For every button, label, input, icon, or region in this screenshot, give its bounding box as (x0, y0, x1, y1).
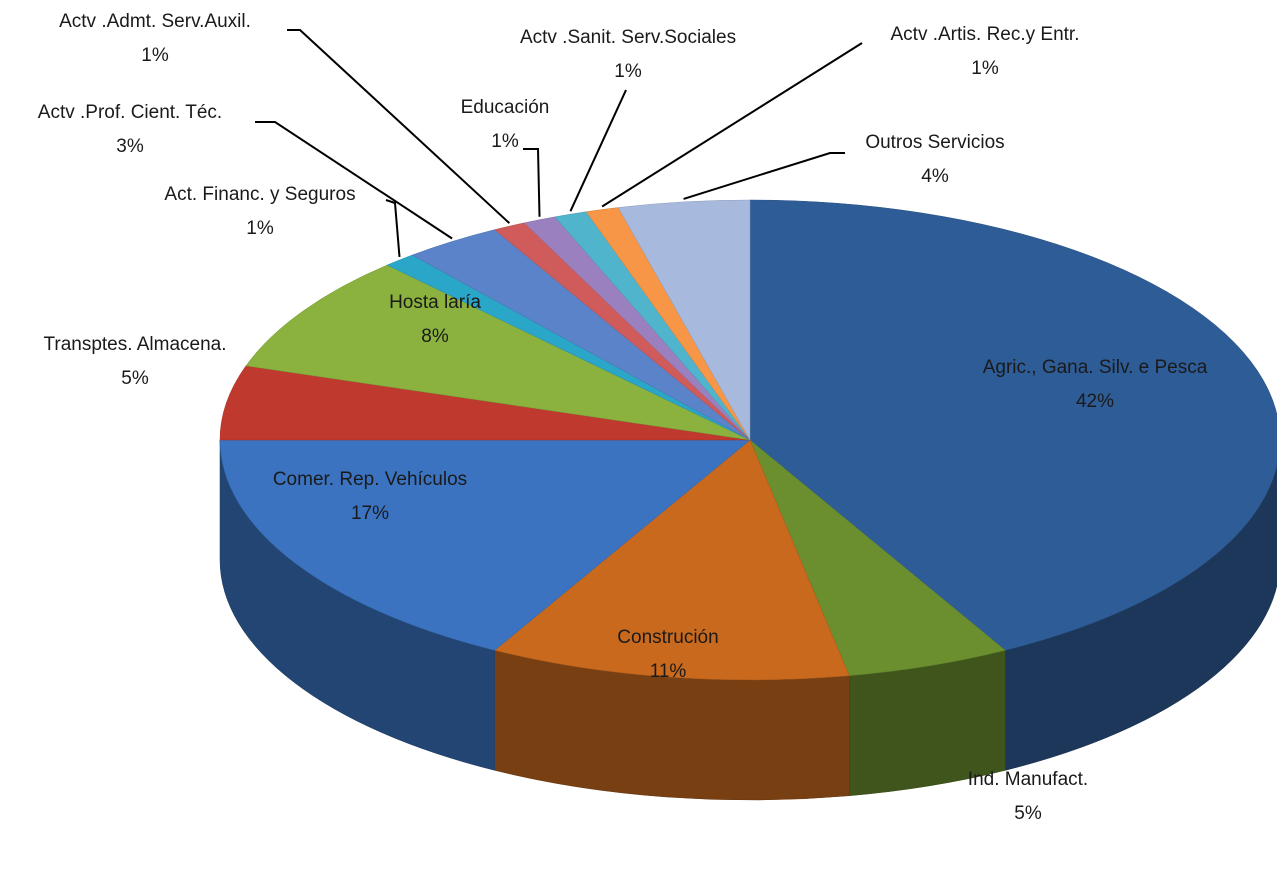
data-label-name: Outros Servicios (865, 132, 1004, 153)
slice (749, 199, 1277, 651)
data-label-value: 42% (1076, 391, 1114, 412)
data-label-value: 1% (141, 45, 169, 66)
data-label-name: Actv .Admt. Serv.Auxil. (59, 11, 251, 32)
leader-line (523, 148, 541, 217)
data-label-value: 1% (614, 61, 642, 82)
data-label-value: 5% (121, 368, 149, 389)
data-label-name: Hosta laría (389, 292, 481, 313)
data-label-value: 8% (421, 326, 449, 347)
data-label-name: Transptes. Almacena. (43, 334, 226, 355)
data-label-name: Ind. Manufact. (968, 769, 1088, 790)
data-label-value: 17% (351, 503, 389, 524)
data-label-value: 1% (971, 58, 999, 79)
slice (219, 439, 751, 651)
leader-line (601, 42, 863, 208)
leader-line (255, 121, 453, 240)
data-label-name: Actv .Artis. Rec.y Entr. (891, 24, 1080, 45)
slice (617, 199, 751, 441)
data-label-value: 1% (246, 218, 274, 239)
data-label-name: Actv .Prof. Cient. Téc. (38, 102, 222, 123)
data-label-value: 11% (650, 661, 687, 682)
data-label-value: 1% (491, 131, 519, 152)
leader-line (385, 199, 401, 258)
leader-line (569, 89, 627, 212)
data-label-name: Agric., Gana. Silv. e Pesca (983, 357, 1208, 378)
slice (219, 365, 751, 441)
slice (245, 264, 751, 441)
data-label-value: 4% (921, 166, 949, 187)
data-label-name: Educación (461, 97, 550, 118)
data-label-name: Act. Financ. y Seguros (164, 184, 355, 205)
leader-line (287, 29, 511, 224)
data-label-value: 5% (1014, 803, 1042, 824)
data-label-name: Actv .Sanit. Serv.Sociales (520, 27, 736, 48)
slice (749, 439, 1006, 677)
slice (494, 439, 850, 681)
data-label-name: Construción (617, 627, 718, 648)
leader-line (683, 152, 845, 200)
data-label-name: Comer. Rep. Vehículos (273, 469, 467, 490)
data-label-value: 3% (116, 136, 144, 157)
